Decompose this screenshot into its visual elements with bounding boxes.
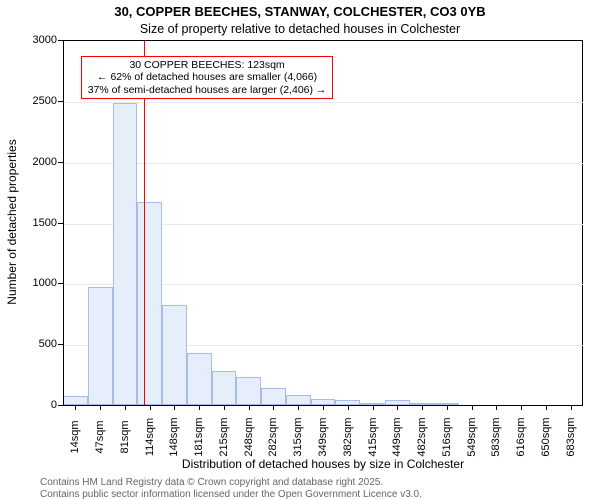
annotation-line: 30 COPPER BEECHES: 123sqm (88, 59, 327, 72)
gridline (63, 102, 583, 103)
plot-area: 30 COPPER BEECHES: 123sqm← 62% of detach… (63, 40, 583, 405)
x-tick-label: 650sqm (540, 417, 552, 456)
x-axis-label: Distribution of detached houses by size … (63, 457, 583, 471)
x-tick-label: 616sqm (515, 417, 527, 456)
histogram-bar (286, 395, 311, 405)
y-axis (63, 40, 64, 405)
x-tick-label: 449sqm (391, 417, 403, 456)
y-tick-label: 2500 (7, 95, 57, 107)
x-tick-label: 81sqm (119, 420, 131, 453)
y-tick-label: 500 (7, 338, 57, 350)
x-tick-mark (174, 405, 175, 410)
x-tick-label: 583sqm (490, 417, 502, 456)
x-tick-mark (348, 405, 349, 410)
y-tick-label: 2000 (7, 156, 57, 168)
x-tick-label: 349sqm (317, 417, 329, 456)
x-tick-label: 47sqm (94, 420, 106, 453)
footer-line-2: Contains public sector information licen… (40, 489, 422, 500)
annotation-line: ← 62% of detached houses are smaller (4,… (88, 71, 327, 84)
histogram-bar (113, 103, 138, 405)
x-tick-mark (472, 405, 473, 410)
histogram-bar (63, 396, 88, 405)
y-tick-label: 1000 (7, 277, 57, 289)
footer-line-1: Contains HM Land Registry data © Crown c… (40, 477, 383, 488)
y-tick-label: 0 (7, 399, 57, 411)
histogram-bar (162, 305, 187, 405)
x-tick-label: 315sqm (292, 417, 304, 456)
x-tick-label: 282sqm (267, 417, 279, 456)
x-tick-mark (199, 405, 200, 410)
chart-title-main: 30, COPPER BEECHES, STANWAY, COLCHESTER,… (0, 4, 600, 19)
x-tick-label: 683sqm (565, 417, 577, 456)
gridline (63, 163, 583, 164)
x-tick-label: 516sqm (441, 417, 453, 456)
x-tick-mark (447, 405, 448, 410)
histogram-bar (236, 377, 261, 405)
y-tick-label: 1500 (7, 217, 57, 229)
histogram-bar (212, 371, 237, 405)
x-tick-mark (546, 405, 547, 410)
x-tick-mark (496, 405, 497, 410)
histogram-bar (261, 388, 286, 405)
x-tick-label: 415sqm (367, 417, 379, 456)
x-tick-label: 382sqm (342, 417, 354, 456)
x-tick-label: 148sqm (168, 417, 180, 456)
x-tick-label: 114sqm (144, 418, 156, 456)
x-tick-mark (150, 405, 151, 410)
x-tick-label: 482sqm (416, 417, 428, 456)
annotation-line: 37% of semi-detached houses are larger (… (88, 84, 327, 97)
x-tick-label: 181sqm (193, 417, 205, 456)
x-tick-mark (521, 405, 522, 410)
x-tick-label: 248sqm (243, 417, 255, 456)
x-tick-mark (298, 405, 299, 410)
histogram-bar (88, 287, 113, 405)
x-tick-mark (75, 405, 76, 410)
chart-title-sub: Size of property relative to detached ho… (0, 22, 600, 36)
x-tick-mark (422, 405, 423, 410)
x-tick-mark (397, 405, 398, 410)
x-tick-mark (224, 405, 225, 410)
x-tick-mark (373, 405, 374, 410)
x-tick-label: 549sqm (466, 417, 478, 456)
histogram-bar (137, 202, 162, 405)
x-tick-mark (100, 405, 101, 410)
y-tick-label: 3000 (7, 34, 57, 46)
x-tick-mark (125, 405, 126, 410)
x-tick-mark (323, 405, 324, 410)
x-tick-label: 215sqm (218, 417, 230, 456)
x-tick-label: 14sqm (69, 420, 81, 453)
x-tick-mark (273, 405, 274, 410)
annotation-box: 30 COPPER BEECHES: 123sqm← 62% of detach… (81, 56, 334, 100)
x-tick-mark (249, 405, 250, 410)
histogram-bar (187, 353, 212, 405)
x-tick-mark (571, 405, 572, 410)
